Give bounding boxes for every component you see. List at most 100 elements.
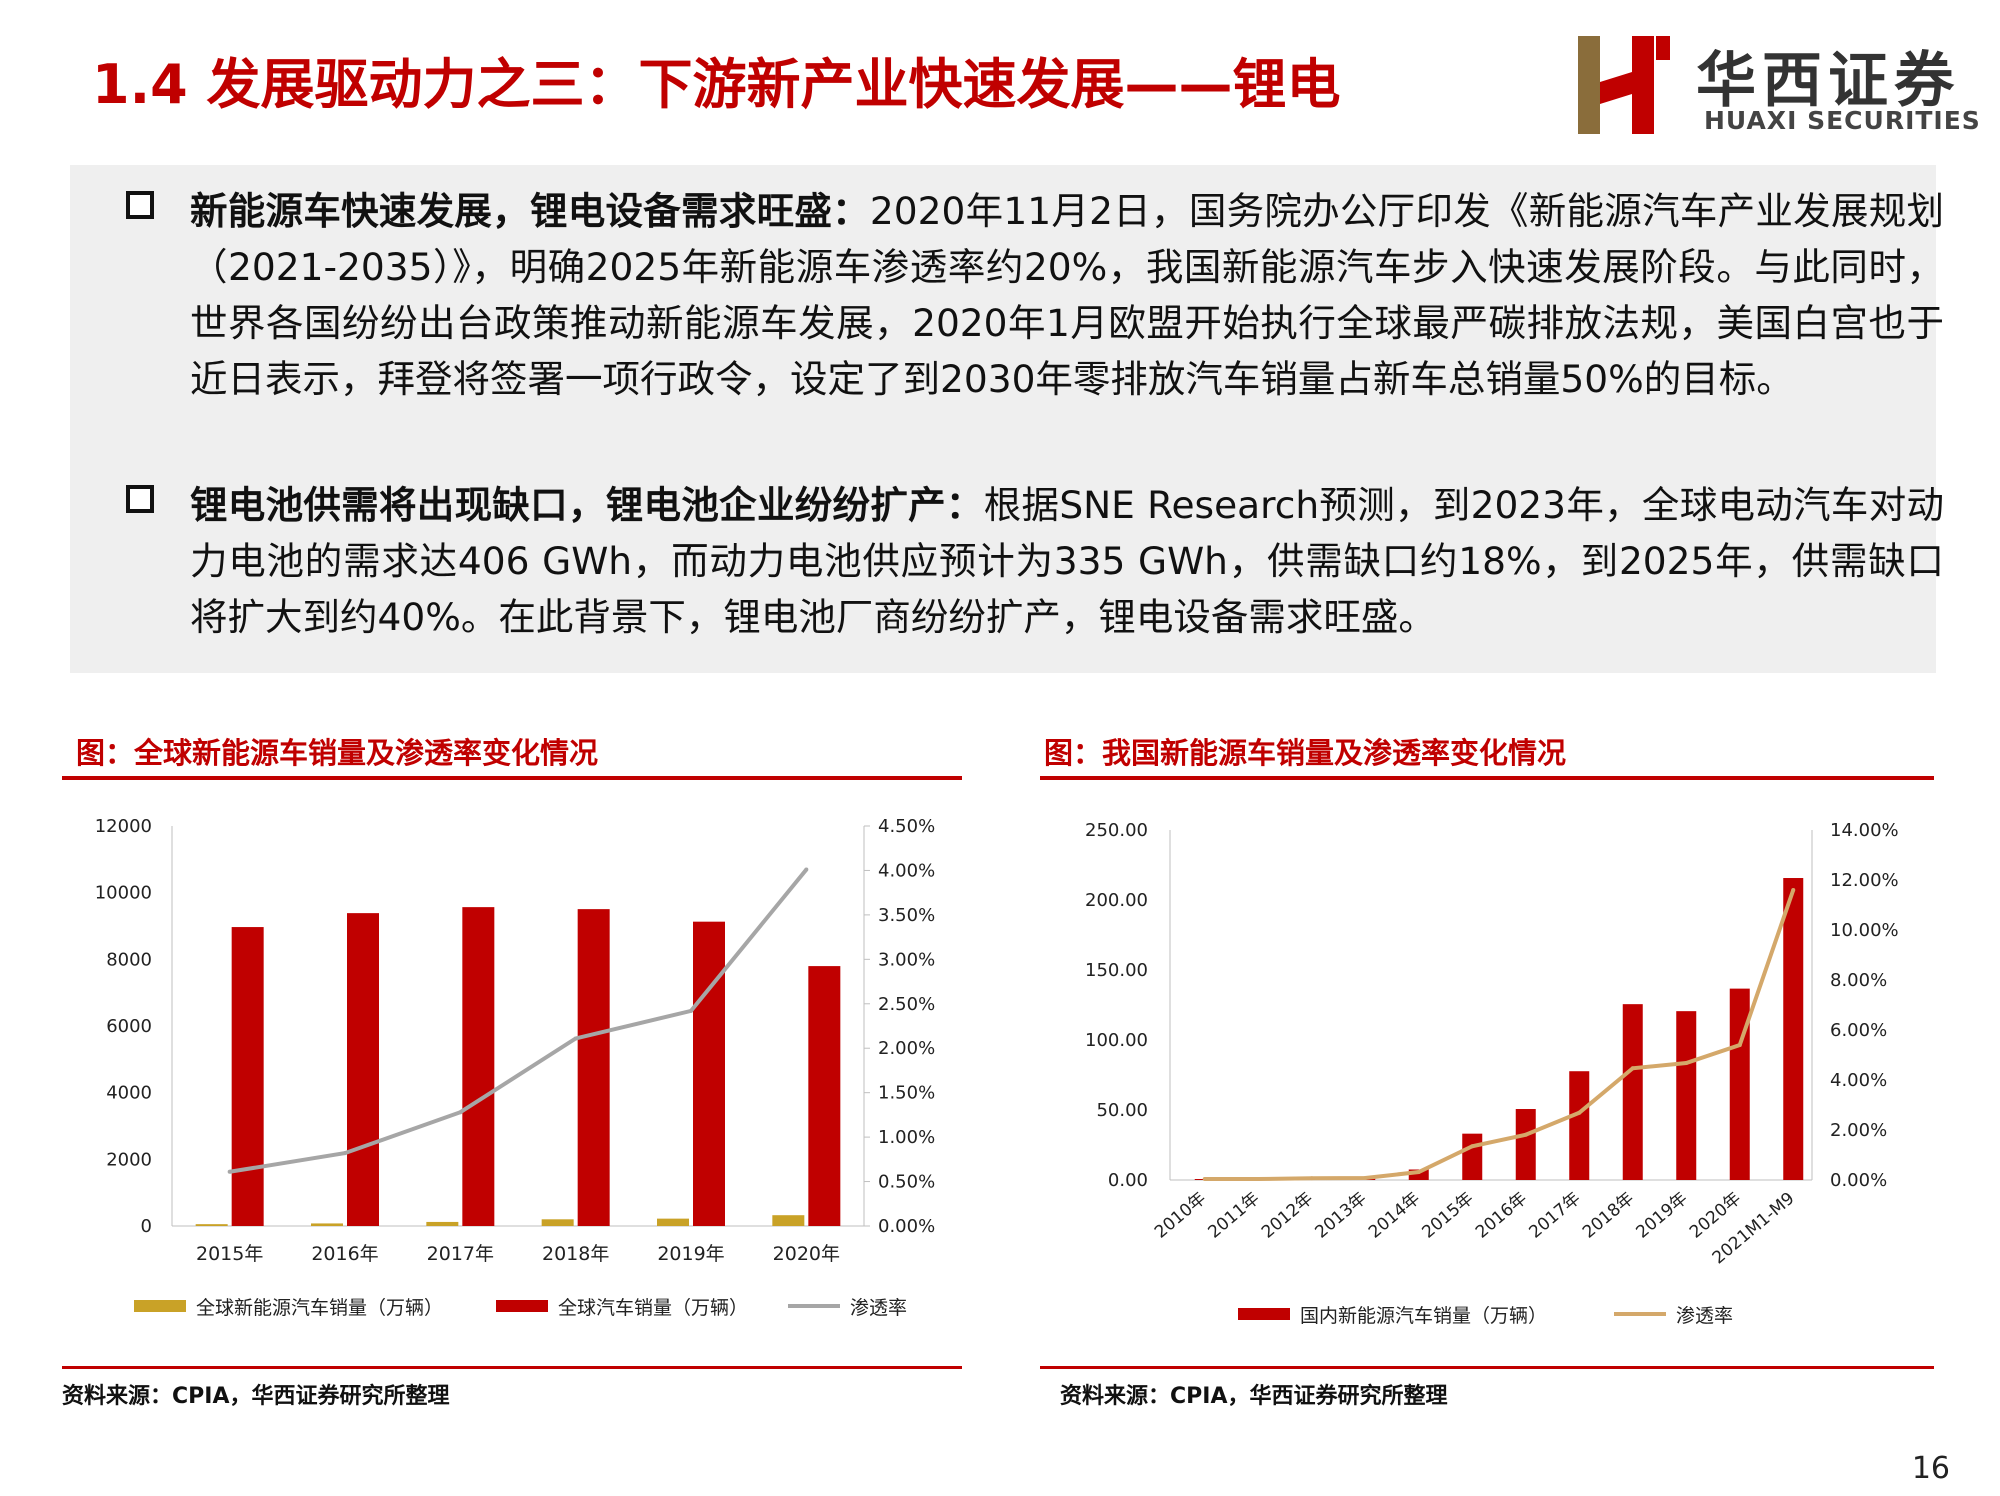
penetration-point [1416, 1170, 1421, 1174]
bullet-body: 根据SNE Research预测，到2023年，全球电动汽车对动力电池的需求达4… [190, 483, 1944, 639]
huaxi-logo-icon [1578, 36, 1670, 134]
y2-tick-label: 0.00% [878, 1216, 935, 1237]
x-tick-label: 2017年 [1525, 1189, 1584, 1243]
page-title: 1.4 发展驱动力之三：下游新产业快速发展——锂电 [92, 53, 1341, 116]
x-tick-label: 2020年 [773, 1243, 840, 1265]
car-sales-bar [347, 913, 379, 1226]
car-sales-bar [231, 927, 264, 1226]
legend-label: 渗透率 [850, 1297, 907, 1319]
left-source-rule [62, 1366, 962, 1369]
legend-label: 全球汽车销量（万辆） [558, 1297, 748, 1319]
bullet-heading: 新能源车快速发展，锂电设备需求旺盛： [190, 189, 870, 233]
nev-sales-bar [195, 1224, 228, 1226]
y2-tick-label: 14.00% [1830, 820, 1899, 841]
y2-tick-label: 6.00% [1830, 1020, 1887, 1041]
penetration-line [229, 868, 808, 1174]
penetration-point [804, 867, 809, 872]
domestic-sales-bar [1515, 1109, 1536, 1180]
penetration-point [1791, 888, 1796, 892]
y2-tick-label: 4.00% [1830, 1070, 1887, 1091]
x-tick-label: 2015年 [196, 1243, 263, 1265]
penetration-point [1523, 1132, 1528, 1137]
domestic-sales-bar [1676, 1011, 1697, 1180]
y2-tick-label: 0.50% [878, 1172, 935, 1193]
penetration-point [1577, 1110, 1582, 1115]
domestic-sales-bar [1569, 1071, 1590, 1180]
y2-tick-label: 3.50% [878, 905, 935, 926]
y2-tick-label: 2.50% [878, 994, 935, 1015]
car-sales-bar [693, 921, 725, 1226]
x-tick-label: 2014年 [1365, 1189, 1424, 1243]
y-tick-label: 10000 [95, 883, 152, 904]
x-tick-label: 2012年 [1258, 1189, 1317, 1243]
bullet-text: 新能源车快速发展，锂电设备需求旺盛：2020年11月2日，国务院办公厅印发《新能… [190, 183, 1944, 407]
global-nev-chart: 0 2000 4000 6000 8000 10000 12000 0.00% 0.50% 1.0… [95, 816, 935, 1319]
nev-sales-bar [657, 1218, 689, 1226]
y-tick-label: 6000 [106, 1016, 152, 1037]
nev-sales-bar [311, 1223, 343, 1226]
penetration-point [1363, 1176, 1368, 1180]
legend-label: 渗透率 [1676, 1305, 1733, 1327]
penetration-point [573, 1036, 578, 1041]
x-tick-label: 2019年 [1632, 1189, 1691, 1243]
y2-tick-label: 2.00% [1830, 1120, 1887, 1141]
legend-swatch-domestic [1238, 1308, 1290, 1320]
legend-label: 全球新能源汽车销量（万辆） [196, 1297, 443, 1319]
page-number: 16 [1911, 1451, 1950, 1486]
penetration-point [1309, 1176, 1314, 1181]
nev-sales-bar [426, 1221, 459, 1226]
y2-tick-label: 0.00% [1830, 1170, 1887, 1191]
left-caption-rule [62, 776, 962, 780]
x-tick-label: 2015年 [1418, 1189, 1477, 1243]
y-tick-label: 2000 [106, 1149, 152, 1170]
y2-tick-label: 4.50% [878, 816, 935, 837]
domestic-sales-bar [1729, 988, 1750, 1180]
y-tick-label: 0.00 [1108, 1170, 1148, 1191]
legend-swatch-total [496, 1300, 548, 1312]
domestic-sales-bar [1462, 1133, 1483, 1180]
penetration-point [1684, 1061, 1689, 1065]
car-sales-bar [808, 966, 841, 1226]
x-tick-label: 2013年 [1311, 1189, 1370, 1243]
y2-tick-label: 1.00% [878, 1127, 935, 1148]
y2-tick-label: 12.00% [1830, 870, 1899, 891]
right-chart-caption: 图：我国新能源车销量及渗透率变化情况 [1044, 736, 1567, 770]
right-source: 资料来源：CPIA，华西证券研究所整理 [1060, 1384, 1448, 1409]
bullet-text: 锂电池供需将出现缺口，锂电池企业纷纷扩产：根据SNE Research预测，到2… [190, 477, 1944, 645]
y2-tick-label: 2.00% [878, 1038, 935, 1059]
square-bullet-icon [126, 191, 154, 219]
legend-label: 国内新能源汽车销量（万辆） [1300, 1305, 1547, 1327]
right-caption-rule [1040, 776, 1934, 780]
penetration-point [458, 1110, 463, 1115]
penetration-point [343, 1151, 347, 1156]
x-tick-label: 2016年 [311, 1243, 378, 1265]
y-tick-label: 100.00 [1085, 1030, 1148, 1051]
y-tick-label: 4000 [106, 1083, 152, 1104]
left-chart-caption: 图：全球新能源车销量及渗透率变化情况 [76, 736, 599, 770]
x-tick-label: 2017年 [427, 1243, 494, 1265]
left-source: 资料来源：CPIA，华西证券研究所整理 [62, 1384, 450, 1409]
x-tick-label: 2019年 [657, 1243, 724, 1265]
penetration-point [227, 1169, 232, 1174]
legend-swatch-nev [134, 1300, 186, 1312]
y-tick-label: 8000 [106, 949, 152, 970]
bullet-heading: 锂电池供需将出现缺口，锂电池企业纷纷扩产： [190, 483, 984, 527]
logo-english: HUAXI SECURITIES [1704, 106, 1981, 135]
y-tick-label: 250.00 [1085, 820, 1148, 841]
penetration-line [1204, 889, 1796, 1181]
bullet-body: 2020年11月2日，国务院办公厅印发《新能源汽车产业发展规划（2021-203… [190, 189, 1944, 401]
penetration-point [1202, 1177, 1207, 1181]
x-tick-label: 2018年 [542, 1243, 609, 1265]
bullet-item: 新能源车快速发展，锂电设备需求旺盛：2020年11月2日，国务院办公厅印发《新能… [98, 183, 1944, 473]
y-tick-label: 12000 [95, 816, 152, 837]
x-tick-label: 2011年 [1204, 1189, 1263, 1243]
nev-sales-bar [772, 1215, 805, 1226]
x-tick-label: 2016年 [1472, 1189, 1531, 1243]
china-nev-chart: 0.00 50.00 100.00 150.00 200.00 250.00 0.00% 2.… [1085, 820, 1899, 1327]
y-tick-label: 200.00 [1085, 890, 1148, 911]
y2-tick-label: 1.50% [878, 1083, 935, 1104]
penetration-point [1737, 1043, 1742, 1047]
huaxi-logo: 华西证券 HUAXI SECURITIES [1574, 32, 1980, 142]
car-sales-bar [462, 907, 495, 1226]
penetration-point [1256, 1177, 1261, 1181]
